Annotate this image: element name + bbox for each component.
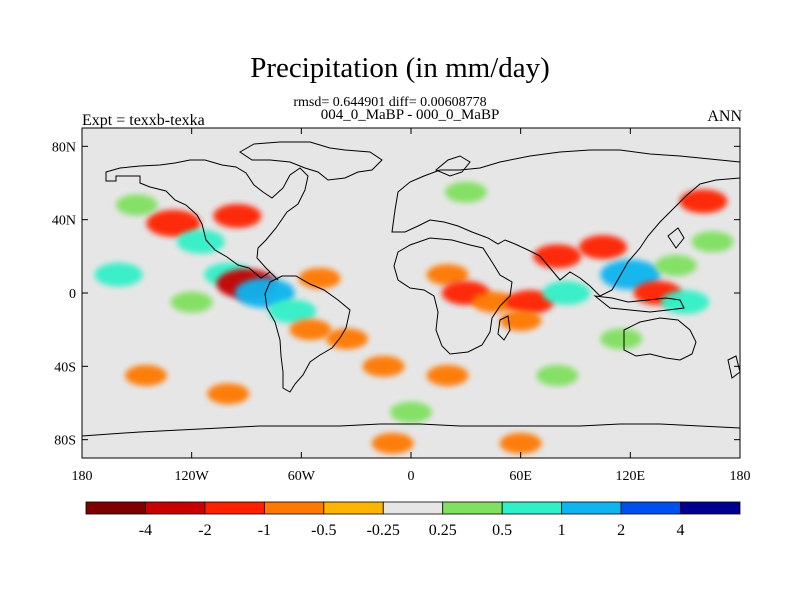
colorbar-swatch xyxy=(382,501,444,515)
chart-title: Precipitation (in mm/day) xyxy=(250,52,550,84)
lon-tick-label: 180 xyxy=(72,469,93,484)
precip-anomaly-20 xyxy=(505,290,554,315)
lon-tick-label: 120W xyxy=(175,469,210,484)
colorbar-swatch xyxy=(561,501,622,515)
rmsd-diff-stats: rmsd= 0.644901 diff= 0.00608778 xyxy=(293,95,487,110)
precip-anomaly-16 xyxy=(207,383,250,405)
colorbar-swatch xyxy=(263,501,325,515)
colorbar-swatch xyxy=(442,501,503,515)
lat-tick-label: 80S xyxy=(54,434,76,449)
precip-anomaly-17 xyxy=(426,264,469,286)
precip-anomaly-4 xyxy=(176,229,225,254)
precip-anomaly-5 xyxy=(94,262,143,287)
precip-anomaly-12 xyxy=(289,319,332,341)
colorbar-label: 0.5 xyxy=(492,522,512,539)
precip-anomaly-36 xyxy=(371,432,414,454)
coast-madagascar xyxy=(497,315,511,341)
experiment-label: Expt = texxb-texka xyxy=(82,112,205,129)
precip-anomaly-29 xyxy=(600,328,643,350)
colorbar-label: 4 xyxy=(677,522,685,539)
precip-field xyxy=(94,181,734,454)
lat-tick-label: 40N xyxy=(52,214,76,229)
colorbar-label: -2 xyxy=(198,522,211,539)
precip-anomaly-22 xyxy=(542,281,591,305)
lon-tick-label: 60E xyxy=(509,469,532,484)
colorbar-swatch xyxy=(204,501,265,515)
coastlines xyxy=(82,141,740,437)
precip-anomaly-23 xyxy=(578,235,627,260)
precip-anomaly-26 xyxy=(661,290,710,315)
precip-anomaly-15 xyxy=(124,365,167,386)
coast-africa xyxy=(393,237,513,355)
precip-anomaly-10 xyxy=(298,267,341,289)
coast-eurasia xyxy=(391,149,740,297)
comparison-label: 004_0_MaBP - 000_0_MaBP xyxy=(320,107,500,123)
precip-anomaly-24 xyxy=(600,259,661,290)
precip-anomaly-32 xyxy=(426,365,469,386)
precip-anomaly-31 xyxy=(536,365,579,386)
coast-australia xyxy=(623,317,697,361)
lat-tick-label: 40S xyxy=(54,360,76,375)
precip-anomaly-34 xyxy=(444,181,487,203)
precip-anomaly-28 xyxy=(691,231,734,253)
precip-anomaly-11 xyxy=(268,299,317,324)
season-label: ANN xyxy=(707,108,742,125)
colorbar-swatch xyxy=(501,501,563,515)
precip-anomaly-27 xyxy=(655,255,698,276)
coast-maritime xyxy=(593,295,685,313)
precip-anomaly-13 xyxy=(326,328,369,350)
colorbar-label: -4 xyxy=(139,522,152,539)
coast-north-america xyxy=(105,159,309,281)
coast-japan xyxy=(667,227,685,249)
colorbar-label: -0.25 xyxy=(367,522,400,539)
precip-anomaly-30 xyxy=(499,310,542,331)
precip-anomaly-35 xyxy=(499,432,542,454)
colorbar-swatch xyxy=(323,501,384,515)
precip-anomaly-37 xyxy=(390,401,432,423)
colorbar-swatch xyxy=(85,501,146,515)
coast-antarctica xyxy=(82,423,740,437)
lat-tick-label: 0 xyxy=(69,287,76,302)
colorbar-swatch xyxy=(145,501,206,515)
precip-anomaly-7 xyxy=(170,291,213,313)
lon-tick-label: 60W xyxy=(288,469,316,484)
coast-new-zealand xyxy=(727,355,740,379)
axes: 80N 40N 0 40S 80S 180 120W 60W 0 60E 120E 180 xyxy=(52,128,751,484)
colorbar-label: -1 xyxy=(258,522,271,539)
colorbar-label: 0.25 xyxy=(429,522,457,539)
lon-tick-label: 120E xyxy=(616,469,646,484)
lat-tick-label: 80N xyxy=(52,140,76,155)
precip-anomaly-3 xyxy=(115,194,158,216)
coast-scandinavia xyxy=(435,155,471,177)
colorbar: -4 -2 -1 -0.5 -0.25 0.25 0.5 1 2 4 xyxy=(85,501,741,539)
colorbar-swatch xyxy=(620,501,681,515)
precip-anomaly-19 xyxy=(472,291,515,313)
coast-greenland xyxy=(239,141,383,181)
coast-south-america xyxy=(264,275,351,393)
precip-anomaly-1 xyxy=(146,209,201,237)
colorbar-label: 1 xyxy=(558,522,566,539)
colorbar-label: -0.5 xyxy=(311,522,336,539)
precip-anomaly-33 xyxy=(679,189,728,214)
precip-anomaly-9 xyxy=(234,278,295,308)
precip-anomaly-2 xyxy=(213,204,262,228)
precip-anomaly-14 xyxy=(362,355,405,377)
colorbar-label: 2 xyxy=(617,522,625,539)
colorbar-swatch xyxy=(680,501,741,515)
lon-tick-label: 0 xyxy=(408,469,415,484)
lon-tick-label: 180 xyxy=(730,469,751,484)
